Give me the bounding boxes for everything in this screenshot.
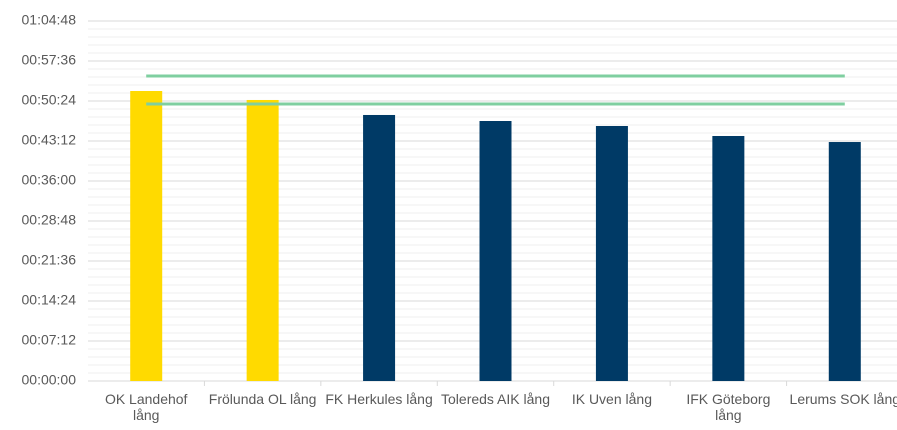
x-tick-label: Lerums SOK lång [789, 391, 897, 407]
bar [828, 142, 861, 381]
x-tick-label: OK Landehof lång [104, 391, 188, 423]
y-tick-label: 00:36:00 [22, 172, 77, 188]
x-tick-label: Frölunda OL lång [208, 391, 317, 407]
bar [130, 91, 163, 381]
y-tick-label: 00:21:36 [22, 252, 77, 268]
x-tick-label: IFK Göteborg lång [686, 391, 771, 423]
x-tick-label: Tolereds AIK lång [441, 391, 550, 407]
y-tick-label: 00:07:12 [22, 332, 77, 348]
y-tick-label: 00:50:24 [22, 92, 77, 108]
x-tick-label: FK Herkules lång [325, 391, 433, 407]
x-tick-label: IK Uven lång [571, 391, 652, 407]
y-tick-label: 01:04:48 [22, 12, 77, 28]
y-tick-label: 00:00:00 [22, 372, 77, 388]
y-tick-label: 00:43:12 [22, 132, 77, 148]
bar [363, 114, 396, 382]
y-tick-label: 00:14:24 [22, 292, 77, 308]
y-tick-label: 00:57:36 [22, 52, 77, 68]
bar [479, 121, 512, 381]
bar [712, 136, 745, 381]
bar [595, 126, 628, 381]
bar [246, 99, 279, 382]
y-tick-label: 00:28:48 [22, 212, 77, 228]
